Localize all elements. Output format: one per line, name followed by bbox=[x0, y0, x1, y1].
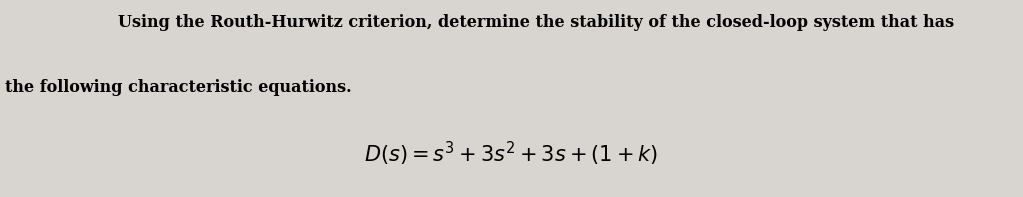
Text: Using the Routh-Hurwitz criterion, determine the stability of the closed-loop sy: Using the Routh-Hurwitz criterion, deter… bbox=[118, 14, 953, 31]
Text: the following characteristic equations.: the following characteristic equations. bbox=[5, 79, 352, 96]
Text: $D(s) = s^3 + 3s^2 + 3s + (1+k)$: $D(s) = s^3 + 3s^2 + 3s + (1+k)$ bbox=[364, 139, 659, 168]
